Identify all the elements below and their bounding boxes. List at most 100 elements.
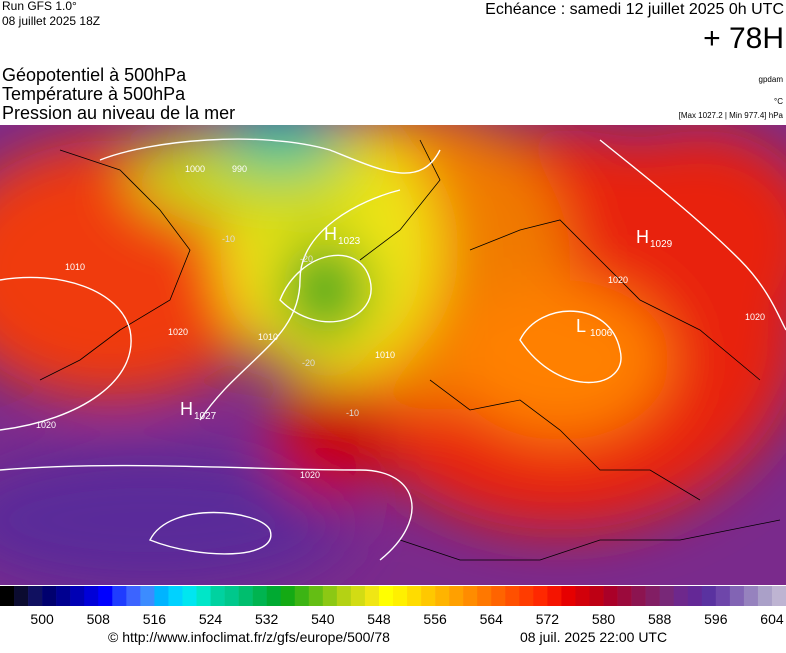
- legend-cell: [477, 586, 492, 606]
- legend-cell: [42, 586, 57, 606]
- legend-cell: [252, 586, 267, 606]
- temperature-label: -10: [222, 234, 235, 244]
- pressure-value: 1029: [650, 239, 673, 250]
- legend-cell: [182, 586, 197, 606]
- isobar-label: 1020: [608, 275, 628, 285]
- legend-cell: [743, 586, 759, 606]
- legend-cell: [378, 586, 394, 606]
- legend-cell: [322, 586, 338, 606]
- legend-cell: [561, 586, 576, 606]
- legend-tick-label: 516: [143, 611, 167, 627]
- isobar-label: 1020: [168, 327, 188, 337]
- legend-cell: [687, 586, 703, 606]
- legend-cell: [589, 586, 604, 606]
- legend-tick-label: 508: [87, 611, 111, 627]
- legend-cell: [575, 586, 590, 606]
- legend-cell: [112, 586, 127, 606]
- isobar-label: 1000: [185, 164, 205, 174]
- legend-cell: [364, 586, 380, 606]
- legend-cell: [224, 586, 239, 606]
- legend-cell: [617, 586, 632, 606]
- legend-cell: [519, 586, 534, 606]
- legend-cell: [421, 586, 436, 606]
- pressure-center: H: [324, 224, 337, 244]
- pressure-value: 1023: [338, 236, 361, 247]
- legend-tick-label: 540: [311, 611, 335, 627]
- temperature-label: -10: [346, 408, 359, 418]
- legend-cell: [308, 586, 324, 606]
- legend-cell: [701, 586, 717, 606]
- issue-date: 08 juil. 2025 22:00 UTC: [520, 629, 667, 645]
- legend-cell: [56, 586, 71, 606]
- pressure-value: 1006: [590, 328, 613, 339]
- isobar-label: 1010: [375, 350, 395, 360]
- unit: gpdam: [759, 75, 784, 84]
- color-legend: 500 508 516 524 532 540 548 556 564 572 580 588 596 6…: [0, 586, 786, 627]
- legend-cell: [0, 586, 15, 606]
- pressure-center: H: [180, 399, 193, 419]
- temperature-label: -20: [302, 358, 315, 368]
- pressure-value: 1027: [194, 411, 217, 422]
- legend-cell: [491, 586, 506, 606]
- isobar-label: 1020: [745, 312, 765, 322]
- legend-cell: [238, 586, 253, 606]
- legend-cell: [14, 586, 29, 606]
- title: Pression au niveau de la mer: [2, 103, 235, 123]
- source-url: © http://www.infoclimat.fr/z/gfs/europe/…: [108, 629, 390, 645]
- legend-cell: [280, 586, 296, 606]
- isobar-label: 1020: [36, 420, 56, 430]
- legend-tick-label: 524: [199, 611, 223, 627]
- legend-cell: [645, 586, 660, 606]
- legend-cell: [140, 586, 155, 606]
- legend-cell: [196, 586, 211, 606]
- title: Température à 500hPa: [2, 84, 186, 104]
- legend-cell: [659, 586, 675, 606]
- legend-cell: [631, 586, 646, 606]
- legend-cell: [168, 586, 183, 606]
- legend-cell: [350, 586, 366, 606]
- legend-cell: [505, 586, 520, 606]
- unit: [Max 1027.2 | Min 977.4] hPa: [679, 111, 784, 120]
- legend-cell: [533, 586, 548, 606]
- legend-cell: [603, 586, 618, 606]
- legend-tick-label: 564: [480, 611, 504, 627]
- isobar-label: 990: [232, 164, 247, 174]
- isobar-label: 1010: [258, 332, 278, 342]
- legend-tick-label: 596: [704, 611, 728, 627]
- legend-cell: [715, 586, 731, 606]
- legend-cell: [266, 586, 282, 606]
- unit: °C: [774, 97, 783, 106]
- legend-cell: [98, 586, 113, 606]
- legend-tick-label: 604: [760, 611, 784, 627]
- legend-cell: [28, 586, 43, 606]
- legend-cell: [70, 586, 85, 606]
- pressure-center: L: [576, 316, 586, 336]
- isobar-label: 1010: [65, 262, 85, 272]
- legend-cell: [463, 586, 478, 606]
- legend-cell: [449, 586, 464, 606]
- legend-cell: [407, 586, 422, 606]
- isobar-label: 1020: [300, 470, 320, 480]
- legend-cell: [393, 586, 408, 606]
- legend-tick-label: 572: [536, 611, 560, 627]
- legend-tick-label: 588: [648, 611, 672, 627]
- legend-cell: [294, 586, 310, 606]
- legend-cell: [547, 586, 562, 606]
- legend-cell: [771, 586, 786, 606]
- legend-tick-label: 548: [367, 611, 391, 627]
- legend-cell: [154, 586, 169, 606]
- title: Géopotentiel à 500hPa: [2, 65, 187, 85]
- legend-tick-label: 532: [255, 611, 279, 627]
- lead-time: + 78H: [703, 22, 784, 55]
- legend-tick-label: 556: [423, 611, 447, 627]
- legend-cell: [729, 586, 745, 606]
- legend-cell: [126, 586, 141, 606]
- map: [0, 125, 786, 585]
- legend-cell: [84, 586, 99, 606]
- legend-cell: [336, 586, 352, 606]
- legend-cell: [210, 586, 225, 606]
- legend-tick-label: 500: [30, 611, 54, 627]
